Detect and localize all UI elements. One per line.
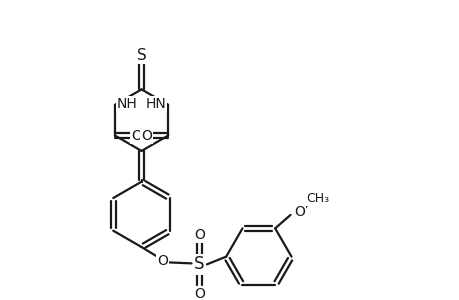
Text: O: O [141, 128, 152, 142]
Text: NH: NH [117, 97, 138, 111]
Text: O: O [193, 287, 204, 300]
Text: CH₃: CH₃ [305, 192, 328, 205]
Text: O: O [157, 254, 168, 268]
Text: S: S [136, 48, 146, 63]
Text: HN: HN [145, 97, 166, 111]
Text: O: O [131, 128, 142, 142]
Text: S: S [194, 255, 204, 273]
Text: O: O [293, 205, 304, 219]
Text: O: O [193, 227, 204, 242]
